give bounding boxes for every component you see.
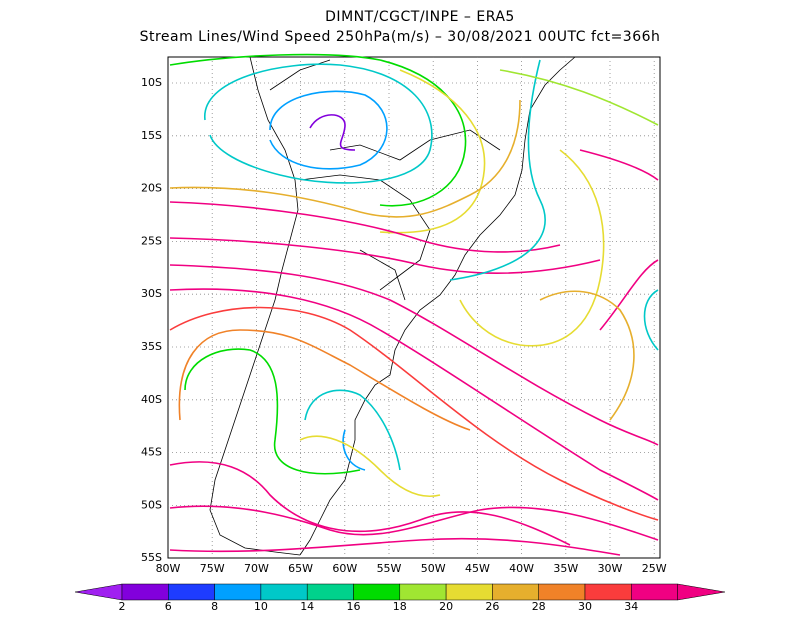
streamline	[178, 329, 471, 431]
streamline	[299, 435, 441, 497]
lon-label: 40W	[509, 562, 534, 575]
streamline	[269, 90, 388, 170]
lon-label: 80W	[156, 562, 181, 575]
colorbar-segment	[399, 583, 447, 601]
lon-label: 70W	[244, 562, 269, 575]
lon-label: 45W	[465, 562, 490, 575]
lon-label: 25W	[642, 562, 667, 575]
lat-label: 25S	[141, 234, 162, 247]
colorbar-segment	[445, 583, 493, 601]
colorbar-segment	[306, 583, 354, 601]
colorbar-label: 10	[254, 600, 268, 613]
colorbar-segment	[121, 583, 169, 601]
colorbar-label: 14	[300, 600, 314, 613]
lon-label: 35W	[553, 562, 578, 575]
colorbar-label: 34	[624, 600, 638, 613]
colorbar-label: 18	[393, 600, 407, 613]
colorbar-segment	[214, 583, 262, 601]
streamline	[169, 99, 521, 218]
streamline	[499, 69, 659, 126]
lon-label: 30W	[598, 562, 623, 575]
lon-label: 65W	[288, 562, 313, 575]
streamline	[539, 290, 635, 421]
colorbar-segment	[584, 583, 632, 601]
map	[167, 53, 661, 559]
lon-label: 55W	[377, 562, 402, 575]
streamline	[169, 461, 571, 546]
lon-label: 60W	[332, 562, 357, 575]
colorbar-label: 28	[532, 600, 546, 613]
streamline	[304, 389, 401, 471]
lon-label: 50W	[421, 562, 446, 575]
colorbar: 2 6 8 10 14 16 18 20 26 28 30 34	[74, 583, 726, 613]
colorbar-label: 8	[211, 600, 218, 613]
colorbar-segment	[538, 583, 586, 601]
streamline	[309, 114, 356, 151]
colorbar-label: 20	[439, 600, 453, 613]
lat-label: 10S	[141, 76, 162, 89]
colorbar-label: 26	[485, 600, 499, 613]
colorbar-label: 16	[347, 600, 361, 613]
lat-label: 45S	[141, 446, 162, 459]
streamline	[579, 149, 659, 331]
streamline	[184, 348, 361, 475]
colorbar-label: 2	[119, 600, 126, 613]
lat-label: 50S	[141, 498, 162, 511]
colorbar-segment	[168, 583, 215, 601]
streamline	[169, 201, 561, 253]
lon-label: 75W	[200, 562, 225, 575]
colorbar-segment	[631, 583, 678, 601]
streamline	[204, 63, 433, 184]
lat-label: 55S	[141, 551, 162, 564]
streamline	[459, 149, 605, 347]
colorbar-segment	[353, 583, 401, 601]
streamline	[169, 53, 467, 207]
streamline	[169, 537, 621, 556]
lat-label: 20S	[141, 182, 162, 195]
streamline	[169, 237, 601, 275]
lat-label: 35S	[141, 340, 162, 353]
streamline	[169, 306, 659, 521]
colorbar-label: 30	[578, 600, 592, 613]
lat-label: 15S	[141, 129, 162, 142]
lat-label: 40S	[141, 393, 162, 406]
streamline	[169, 505, 659, 541]
streamline	[169, 288, 659, 501]
streamlines	[169, 53, 659, 556]
streamline	[449, 59, 546, 281]
colorbar-triangle	[74, 583, 123, 601]
subtitle: Stream Lines/Wind Speed 250hPa(m/s) – 30…	[140, 29, 661, 45]
colorbar-segment	[260, 583, 308, 601]
streamline	[342, 429, 366, 471]
colorbar-triangle	[677, 583, 726, 601]
colorbar-segment	[492, 583, 539, 601]
colorbar-label: 6	[165, 600, 172, 613]
streamline	[643, 289, 659, 351]
streamline	[169, 264, 659, 446]
title: DIMNT/CGCT/INPE – ERA5	[325, 9, 515, 25]
coastline	[209, 56, 576, 556]
lat-label: 30S	[141, 287, 162, 300]
